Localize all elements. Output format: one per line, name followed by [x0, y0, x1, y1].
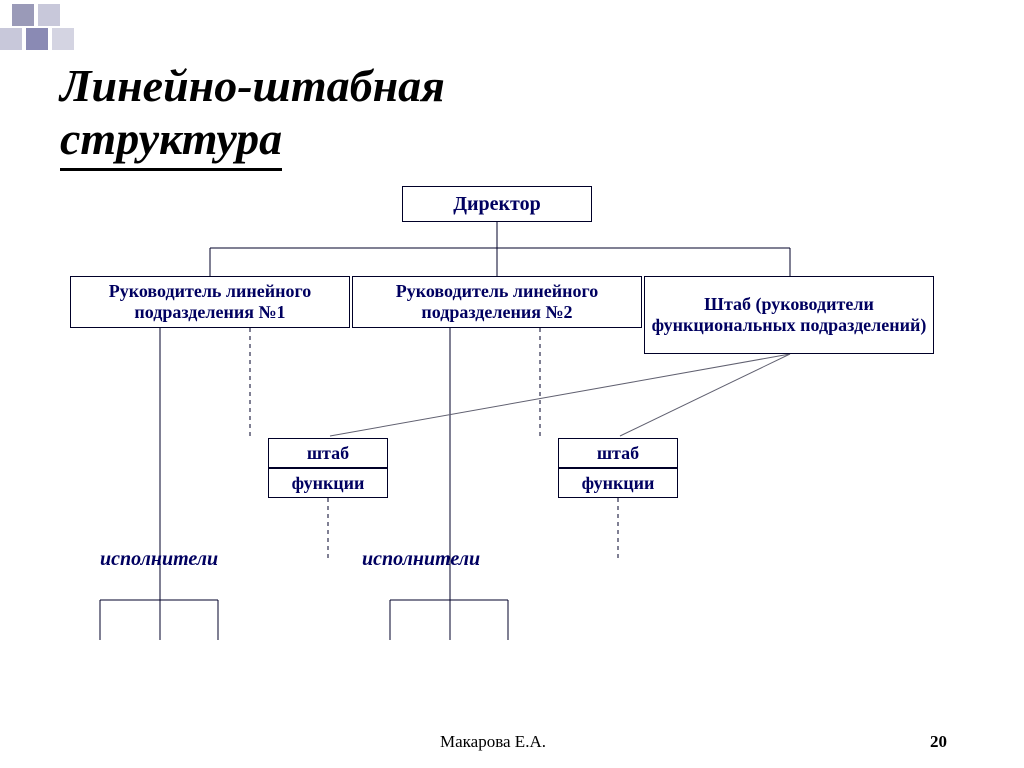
node-staff-2-func: функции [558, 468, 678, 498]
footer-author: Макарова Е.А. [440, 732, 546, 752]
node-staff-1-func: функции [268, 468, 388, 498]
node-staff-2-header: штаб [558, 438, 678, 468]
node-staff-1-header: штаб [268, 438, 388, 468]
title-line-2: структура [60, 113, 282, 171]
slide-title: Линейно-штабная структура [60, 60, 445, 171]
footer-page-number: 20 [930, 732, 947, 752]
node-manager-1: Руководитель линейного подразделения №1 [70, 276, 350, 328]
node-director: Директор [402, 186, 592, 222]
label-executors-2: исполнители [362, 548, 480, 571]
node-headquarters: Штаб (руководители функциональных подраз… [644, 276, 934, 354]
title-line-1: Линейно-штабная [60, 60, 445, 111]
node-manager-2: Руководитель линейного подразделения №2 [352, 276, 642, 328]
label-executors-1: исполнители [100, 548, 218, 571]
